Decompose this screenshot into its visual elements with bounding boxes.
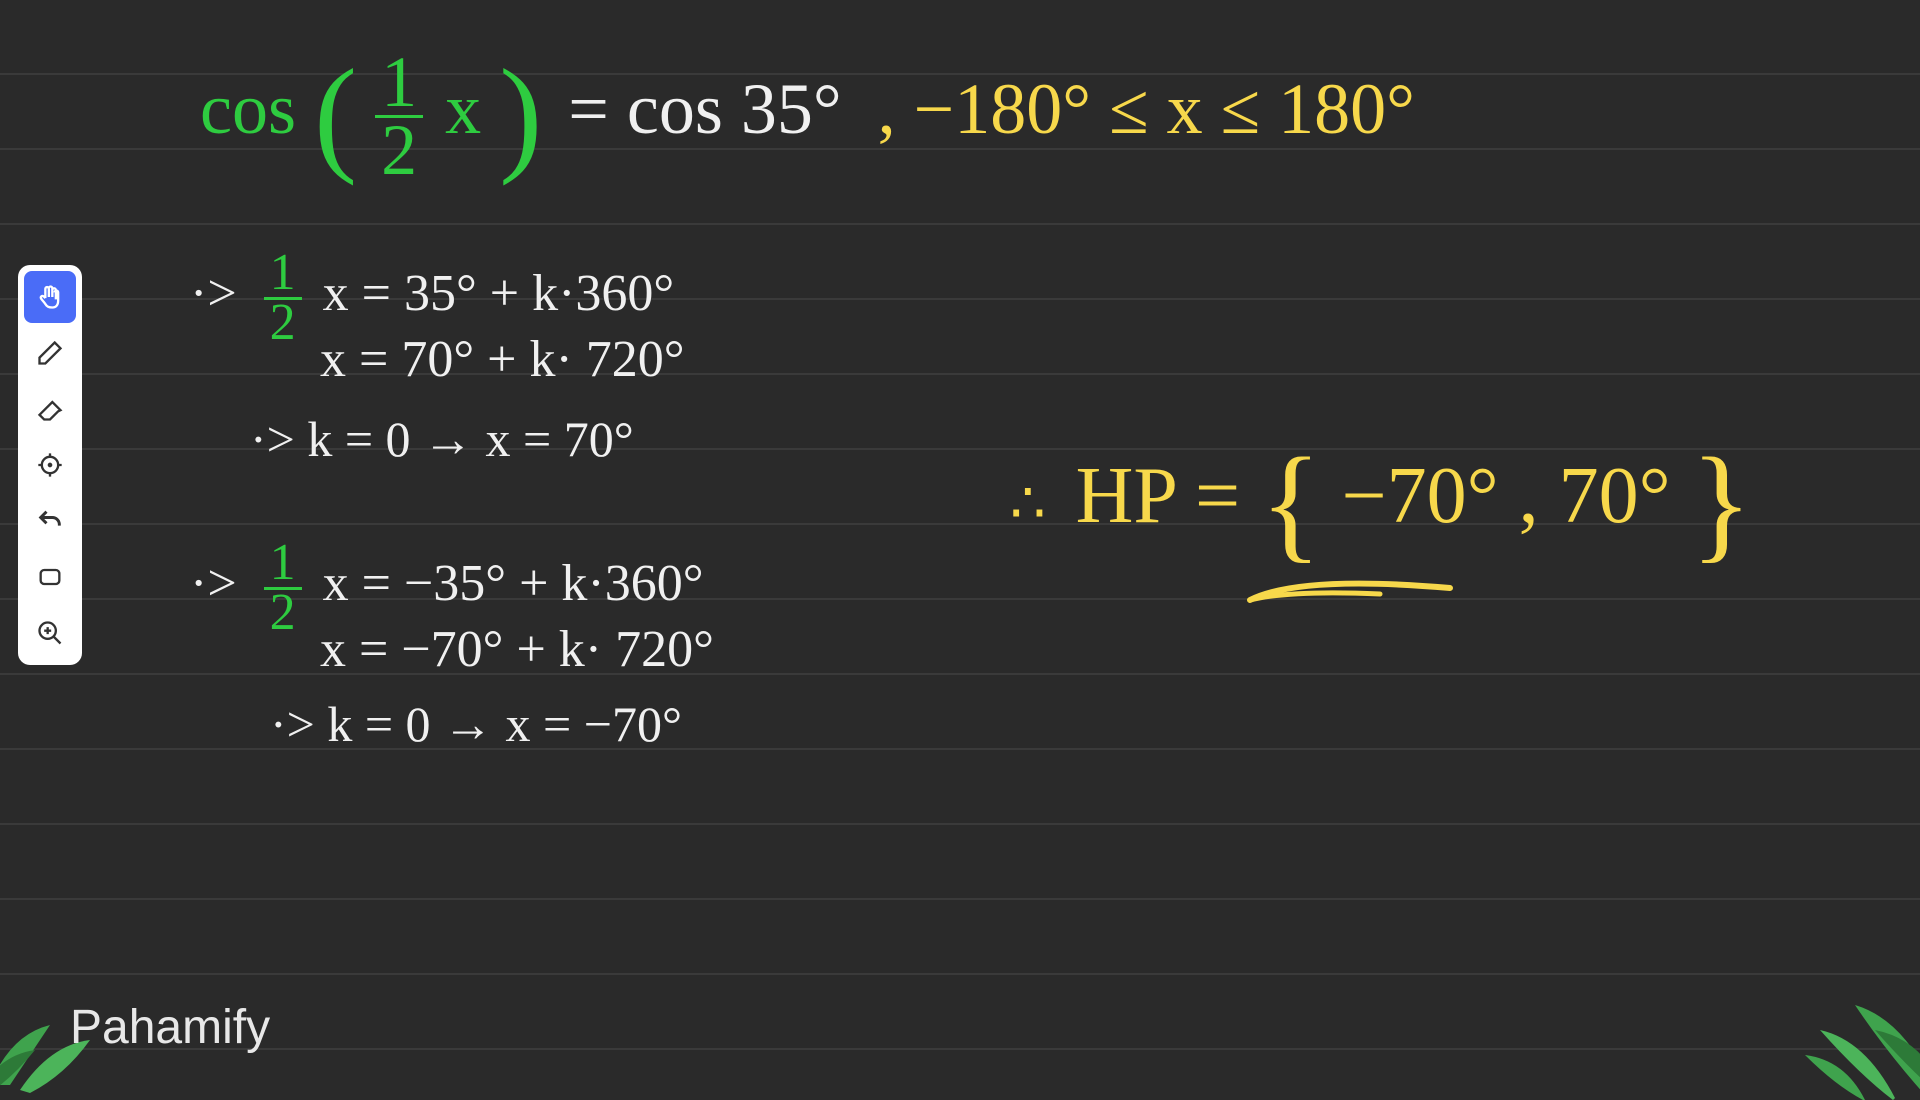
hp-set-text: −70° , 70° [1342,452,1671,540]
domain-text: , −180° ≤ x ≤ 180° [878,69,1415,149]
whiteboard-canvas[interactable]: cos ( 1 2 x ) = cos 35° , −180° ≤ x ≤ 18… [0,0,1920,1085]
case1-eq2-text: x = 70° + k· 720° [320,331,685,388]
brace-close: } [1691,432,1752,574]
equation-line-1: cos ( 1 2 x ) = cos 35° , −180° ≤ x ≤ 18… [200,50,1415,183]
case2-line2: x = −70° + k· 720° [320,620,714,679]
pahamify-logo: Pahamify [70,1000,270,1055]
drawing-toolbar [18,265,82,665]
pen-tool-button[interactable] [24,327,76,379]
undo-tool-button[interactable] [24,495,76,547]
paren-open: ( [314,44,357,187]
therefore-symbol: ∴ [1010,473,1046,535]
cos-text: cos [200,69,296,149]
hp-solution: ∴ HP = { −70° , 70° } [1010,430,1752,577]
leaf-decoration-right-icon [1765,950,1920,1100]
fraction-half-2: 1 2 [264,250,302,347]
paren-close: ) [499,44,542,187]
pointer-tool-button[interactable] [24,439,76,491]
brace-open: { [1260,432,1321,574]
case1-k0: ·> k = 0 → x = 70° [250,410,634,468]
hp-label: HP = [1076,452,1240,540]
case2-k-text: ·> k = 0 → x = −70° [270,696,682,752]
hand-tool-button[interactable] [24,271,76,323]
arrow-icon: ·> [190,265,237,322]
shape-tool-button[interactable] [24,551,76,603]
case1-eq1-text: x = 35° + k·360° [323,265,675,322]
x-var: x [445,69,481,149]
eraser-tool-button[interactable] [24,383,76,435]
case2-eq2-text: x = −70° + k· 720° [320,621,714,678]
swoosh-underline-icon [1240,570,1460,620]
eq-cos-35: = cos 35° [568,69,841,149]
case2-k0: ·> k = 0 → x = −70° [270,695,682,753]
arrow-icon-2: ·> [190,555,237,612]
case1-line2: x = 70° + k· 720° [320,330,685,389]
fraction-half: 1 2 [375,50,423,183]
case1-k-text: ·> k = 0 → x = 70° [250,411,634,467]
zoom-tool-button[interactable] [24,607,76,659]
case2-eq1-text: x = −35° + k·360° [323,555,704,612]
fraction-half-3: 1 2 [264,540,302,637]
logo-text: Pahamify [70,1001,270,1054]
